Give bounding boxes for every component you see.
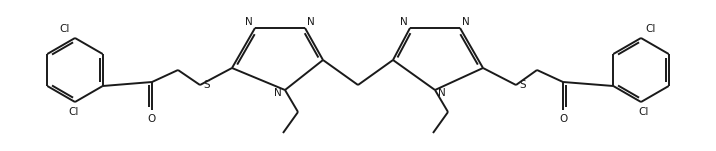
Text: N: N bbox=[274, 88, 282, 98]
Text: N: N bbox=[307, 17, 315, 27]
Text: N: N bbox=[438, 88, 446, 98]
Text: O: O bbox=[148, 114, 156, 124]
Text: N: N bbox=[462, 17, 470, 27]
Text: N: N bbox=[400, 17, 408, 27]
Text: N: N bbox=[245, 17, 253, 27]
Text: S: S bbox=[203, 80, 211, 90]
Text: Cl: Cl bbox=[646, 24, 656, 34]
Text: Cl: Cl bbox=[69, 107, 79, 117]
Text: Cl: Cl bbox=[639, 107, 649, 117]
Text: O: O bbox=[559, 114, 567, 124]
Text: Cl: Cl bbox=[60, 24, 70, 34]
Text: S: S bbox=[520, 80, 526, 90]
